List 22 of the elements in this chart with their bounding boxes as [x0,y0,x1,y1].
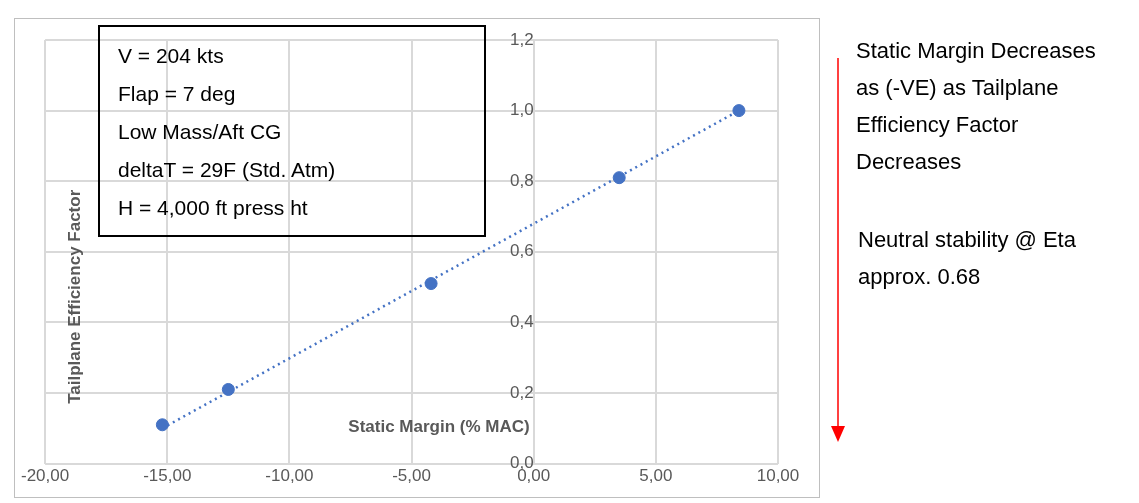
point [221,382,235,396]
x-tick-label: 5,00 [639,466,673,486]
y-axis-title: Tailplane Efficiency Factor [64,189,84,404]
point [732,104,746,118]
y-tick-label: 0,2 [510,382,534,402]
x-tick-label: -15,00 [143,466,192,486]
y-tick-label: 0,6 [510,241,534,261]
x-tick-label: -20,00 [21,466,70,486]
x-tick-label: -5,00 [392,466,431,486]
text: Neutral stability @ Eta approx. 0.68 [858,226,1077,291]
x-tick-label: 10,00 [756,466,800,486]
y-tick-label: 0,4 [510,312,534,332]
point [424,277,438,291]
y-tick-label: 1,2 [510,29,534,49]
annotation: V = 204 kts Flap = 7 deg Low Mass/Aft CG deltaT = 29F (Std. Atm) H = 4,000 ft press ht [98,25,486,237]
y-tick-label: 1,0 [510,100,534,120]
point [155,418,169,432]
x-tick-label: -10,00 [265,466,314,486]
x-axis-title: Static Margin (% MAC) [348,417,530,437]
y-tick-label: 0,8 [510,170,534,190]
text: Static Margin Decreases as (-VE) as Tailplane Efficiency Factor Decreases [856,37,1097,176]
point [612,171,626,185]
